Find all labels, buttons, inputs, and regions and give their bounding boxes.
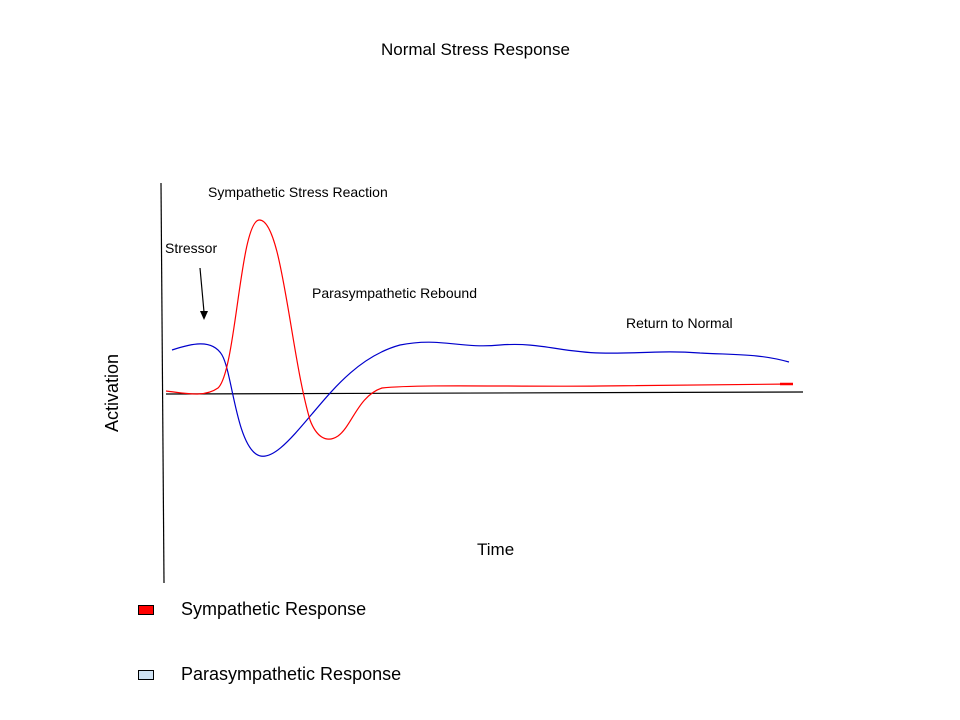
annotation-sympathetic-stress-reaction: Sympathetic Stress Reaction (208, 184, 388, 200)
legend-swatch-parasympathetic (138, 670, 154, 680)
annotation-return-to-normal: Return to Normal (626, 315, 733, 331)
legend-label-sympathetic: Sympathetic Response (181, 599, 367, 619)
stressor-arrow (199, 267, 208, 320)
y-axis-label: Activation (102, 353, 122, 433)
legend-item-parasympathetic: Parasympathetic Response (138, 663, 401, 687)
x-axis-line (165, 391, 804, 395)
parasympathetic-curve (171, 341, 790, 457)
annotation-stressor: Stressor (165, 240, 218, 256)
y-axis-line (160, 182, 165, 584)
sympathetic-curve (165, 219, 793, 440)
diagram-title: Normal Stress Response (381, 40, 570, 59)
x-axis-label: Time (477, 540, 515, 559)
legend-swatch-sympathetic (138, 605, 154, 615)
legend-item-sympathetic: Sympathetic Response (138, 598, 366, 622)
legend-label-parasympathetic: Parasympathetic Response (181, 664, 402, 684)
annotation-parasympathetic-rebound: Parasympathetic Rebound (312, 285, 477, 301)
